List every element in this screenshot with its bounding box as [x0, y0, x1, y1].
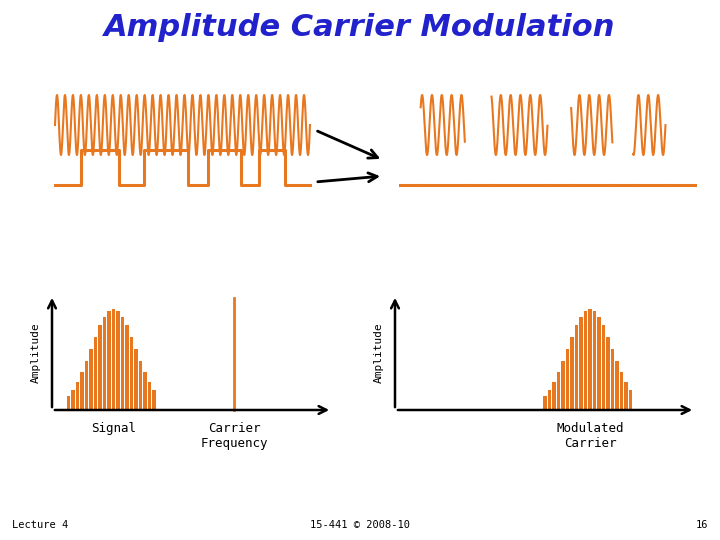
Bar: [561, 361, 565, 410]
Bar: [593, 311, 596, 410]
Text: 16: 16: [696, 520, 708, 530]
Bar: [125, 326, 129, 410]
Bar: [107, 311, 111, 410]
Bar: [103, 316, 107, 410]
Bar: [570, 336, 574, 410]
Bar: [85, 361, 89, 410]
Bar: [152, 390, 156, 410]
Bar: [543, 396, 547, 410]
Bar: [597, 316, 601, 410]
Bar: [139, 361, 143, 410]
Bar: [148, 382, 151, 410]
Bar: [557, 372, 560, 410]
Bar: [130, 336, 133, 410]
Bar: [548, 390, 552, 410]
Bar: [76, 382, 79, 410]
Bar: [629, 390, 632, 410]
Bar: [80, 372, 84, 410]
Bar: [588, 309, 592, 410]
Text: Amplitude: Amplitude: [374, 322, 384, 383]
Bar: [89, 349, 93, 410]
Bar: [552, 382, 556, 410]
Bar: [602, 326, 606, 410]
Text: Signal: Signal: [91, 422, 136, 435]
Bar: [94, 336, 97, 410]
Bar: [143, 372, 147, 410]
Text: Amplitude: Amplitude: [31, 322, 41, 383]
Bar: [620, 372, 624, 410]
Text: Carrier
Frequency: Carrier Frequency: [200, 422, 268, 450]
Text: Modulated
Carrier: Modulated Carrier: [557, 422, 624, 450]
Bar: [67, 396, 71, 410]
Bar: [611, 349, 614, 410]
Bar: [615, 361, 619, 410]
Bar: [575, 326, 578, 410]
Bar: [121, 316, 125, 410]
Bar: [134, 349, 138, 410]
Bar: [579, 316, 583, 410]
Bar: [98, 326, 102, 410]
Text: Amplitude Carrier Modulation: Amplitude Carrier Modulation: [104, 14, 616, 43]
Bar: [624, 382, 628, 410]
Bar: [112, 309, 115, 410]
Text: Lecture 4: Lecture 4: [12, 520, 68, 530]
Text: 15-441 © 2008-10: 15-441 © 2008-10: [310, 520, 410, 530]
Bar: [566, 349, 570, 410]
Bar: [584, 311, 588, 410]
Bar: [71, 390, 75, 410]
Bar: [116, 311, 120, 410]
Bar: [606, 336, 610, 410]
